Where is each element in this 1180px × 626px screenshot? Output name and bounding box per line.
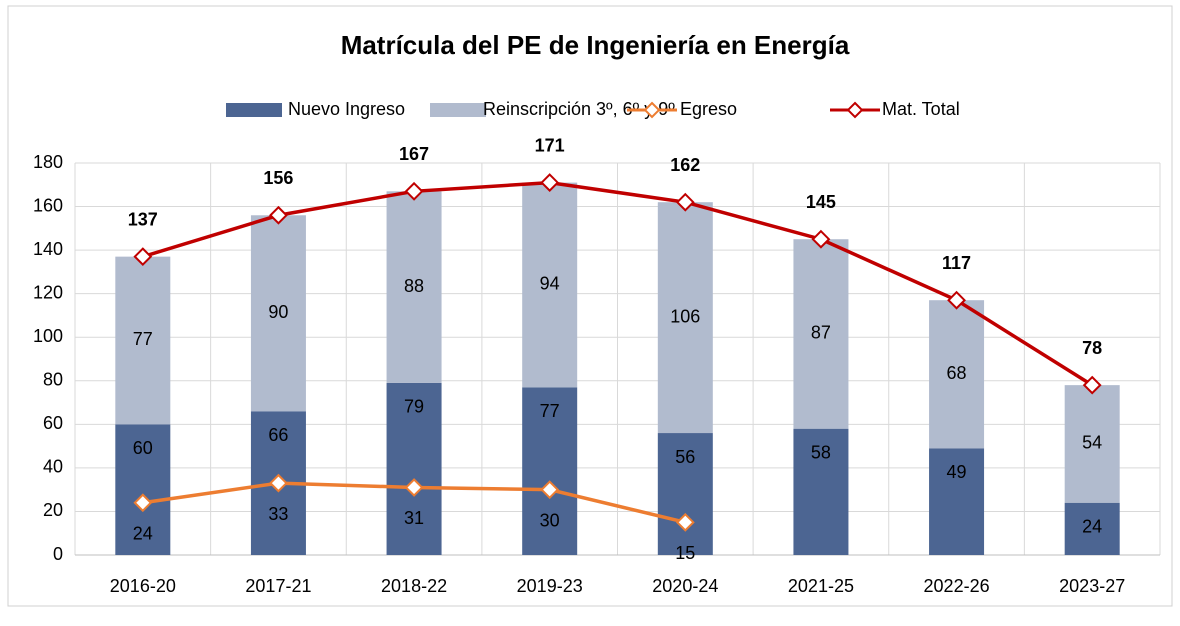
marker (811, 229, 831, 249)
marker (675, 192, 695, 212)
marker (404, 181, 424, 201)
data-label: 167 (399, 144, 429, 164)
data-label: 162 (670, 155, 700, 175)
legend-label: Egreso (680, 99, 737, 119)
x-tick-label: 2017-21 (245, 576, 311, 596)
data-label: 77 (133, 329, 153, 349)
marker (133, 247, 153, 267)
data-label: 24 (1082, 516, 1102, 536)
x-tick-label: 2021-25 (788, 576, 854, 596)
data-label: 145 (806, 192, 836, 212)
x-tick-label: 2023-27 (1059, 576, 1125, 596)
bar (250, 215, 306, 412)
bar (929, 300, 985, 449)
data-label: 68 (947, 363, 967, 383)
data-label: 137 (128, 209, 158, 229)
x-tick-label: 2019-23 (517, 576, 583, 596)
data-label: 56 (675, 447, 695, 467)
x-tick-label: 2022-26 (924, 576, 990, 596)
bar (386, 191, 442, 383)
bar (929, 448, 985, 555)
y-tick-label: 120 (33, 282, 63, 302)
y-tick-label: 0 (53, 544, 63, 564)
marker (540, 480, 560, 500)
bar (657, 433, 713, 555)
data-label: 78 (1082, 338, 1102, 358)
marker (404, 478, 424, 497)
data-label: 90 (268, 302, 288, 322)
y-tick-label: 20 (43, 500, 63, 520)
data-label: 117 (942, 253, 971, 273)
bar (1064, 502, 1120, 555)
bar (522, 387, 578, 555)
data-label: 33 (268, 504, 288, 524)
marker (133, 493, 153, 513)
marker (269, 205, 288, 225)
y-tick-label: 80 (43, 370, 63, 390)
line (142, 180, 1094, 387)
bar (1064, 385, 1120, 503)
data-label: 79 (404, 397, 424, 417)
data-label: 87 (811, 323, 831, 343)
data-label: 171 (535, 135, 565, 155)
y-tick-label: 180 (33, 152, 63, 172)
y-tick-label: 60 (43, 413, 63, 433)
legend-label: Reinscripción 3º, 6º y 9º (483, 99, 675, 119)
data-label: 60 (133, 438, 153, 458)
marker (269, 473, 288, 493)
data-label: 106 (670, 306, 700, 326)
data-label: 77 (540, 401, 560, 421)
bar (115, 424, 171, 555)
x-tick-label: 2018-22 (381, 576, 447, 596)
marker (1082, 375, 1102, 395)
bar (657, 202, 713, 434)
bar (793, 239, 849, 429)
data-label: 88 (404, 276, 424, 296)
y-tick-label: 40 (43, 457, 63, 477)
x-tick-label: 2020-24 (652, 576, 718, 596)
data-label: 54 (1082, 433, 1102, 453)
data-label: 94 (540, 274, 560, 294)
x-tick-label: 2016-20 (110, 576, 176, 596)
data-label: 30 (540, 510, 560, 530)
chart-title: Matrícula del PE de Ingeniería en Energí… (341, 30, 850, 60)
data-label: 31 (404, 508, 424, 528)
data-label: 24 (133, 523, 153, 543)
legend-marker (846, 101, 864, 119)
bar (115, 256, 171, 425)
marker (540, 173, 560, 193)
data-label: 66 (268, 425, 288, 445)
marker (947, 290, 966, 310)
legend-label: Mat. Total (882, 99, 960, 119)
legend-swatch (430, 103, 486, 117)
bar (386, 382, 442, 555)
data-label: 156 (263, 168, 293, 188)
y-tick-label: 140 (33, 239, 63, 259)
legend-marker (643, 101, 661, 119)
y-tick-label: 100 (33, 326, 63, 346)
y-tick-label: 160 (33, 195, 63, 215)
data-label: 15 (675, 543, 695, 563)
marker (675, 512, 695, 532)
bar (793, 428, 849, 555)
legend-label: Nuevo Ingreso (288, 99, 405, 119)
bar (522, 182, 578, 388)
data-label: 49 (947, 462, 967, 482)
data-label: 58 (811, 442, 831, 462)
chart-frame (7, 5, 1173, 607)
legend-swatch (226, 103, 282, 117)
